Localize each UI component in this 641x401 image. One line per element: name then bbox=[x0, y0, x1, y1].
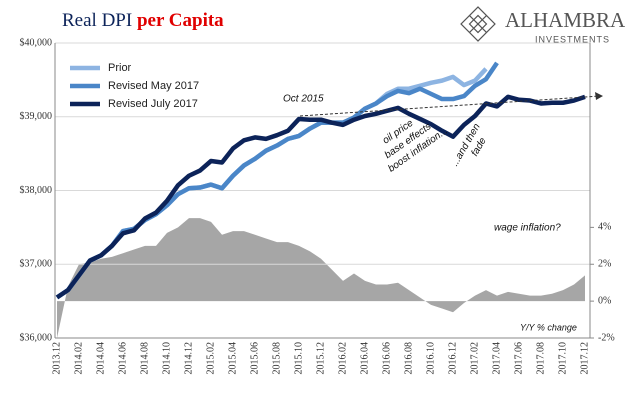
area bbox=[57, 218, 585, 338]
y-tick-label: $36,000 bbox=[20, 332, 53, 343]
x-tick-label: 2017.02 bbox=[469, 342, 480, 375]
legend-label: Revised May 2017 bbox=[108, 80, 199, 92]
annotation: Y/Y % change bbox=[520, 322, 577, 332]
x-tick-label: 2016.10 bbox=[425, 342, 436, 375]
y2-tick-label: 2% bbox=[598, 259, 611, 270]
x-tick-label: 2017.12 bbox=[579, 342, 590, 375]
logo: ALHAMBRA INVESTMENTS bbox=[460, 6, 626, 44]
x-tick-label: 2015.04 bbox=[227, 342, 238, 375]
x-tick-label: 2015.06 bbox=[249, 342, 260, 375]
y-tick-label: $39,000 bbox=[20, 111, 53, 122]
logo-name: ALHAMBRA bbox=[505, 8, 626, 32]
y-tick-label: $38,000 bbox=[20, 185, 53, 196]
trend-arrow bbox=[299, 95, 601, 117]
y-tick-label: $37,000 bbox=[20, 259, 53, 270]
x-tick-label: 2014.02 bbox=[73, 342, 84, 375]
y-tick-label: $40,000 bbox=[20, 37, 53, 48]
line bbox=[55, 94, 586, 300]
x-tick-label: 2017.04 bbox=[491, 342, 502, 375]
y2-tick-label: -2% bbox=[598, 332, 615, 343]
x-tick-label: 2017.10 bbox=[557, 342, 568, 375]
legend-label: Prior bbox=[108, 62, 132, 74]
y2-tick-label: 4% bbox=[598, 222, 611, 233]
arrow-head bbox=[595, 92, 603, 100]
logo-tagline: INVESTMENTS bbox=[535, 34, 610, 44]
x-tick-label: 2017.06 bbox=[513, 342, 524, 375]
x-tick-label: 2016.08 bbox=[403, 342, 414, 375]
x-tick-label: 2014.08 bbox=[139, 342, 150, 375]
annotation: wage inflation? bbox=[494, 223, 561, 234]
annotation: Oct 2015 bbox=[283, 94, 324, 105]
x-tick-label: 2016.04 bbox=[359, 342, 370, 375]
x-tick-label: 2014.04 bbox=[95, 342, 106, 375]
x-tick-label: 2015.10 bbox=[293, 342, 304, 375]
x-tick-label: 2016.02 bbox=[337, 342, 348, 375]
x-tick-label: 2015.08 bbox=[271, 342, 282, 375]
legend-label: Revised July 2017 bbox=[108, 98, 198, 110]
x-tick-label: 2014.12 bbox=[183, 342, 194, 375]
x-tick-label: 2015.12 bbox=[315, 342, 326, 375]
title-emphasis: per Capita bbox=[137, 10, 224, 31]
x-tick-label: 2014.10 bbox=[161, 342, 172, 375]
x-tick-label: 2017.08 bbox=[535, 342, 546, 375]
title-main: Real DPI bbox=[62, 10, 132, 31]
x-tick-label: 2016.06 bbox=[381, 342, 392, 375]
x-tick-label: 2013.12 bbox=[51, 342, 62, 375]
x-tick-label: 2016.12 bbox=[447, 342, 458, 375]
x-tick-label: 2015.02 bbox=[205, 342, 216, 375]
chart-title: Real DPI per Capita bbox=[62, 10, 224, 31]
y2-tick-label: 0% bbox=[598, 295, 611, 306]
x-tick-label: 2014.06 bbox=[117, 342, 128, 375]
